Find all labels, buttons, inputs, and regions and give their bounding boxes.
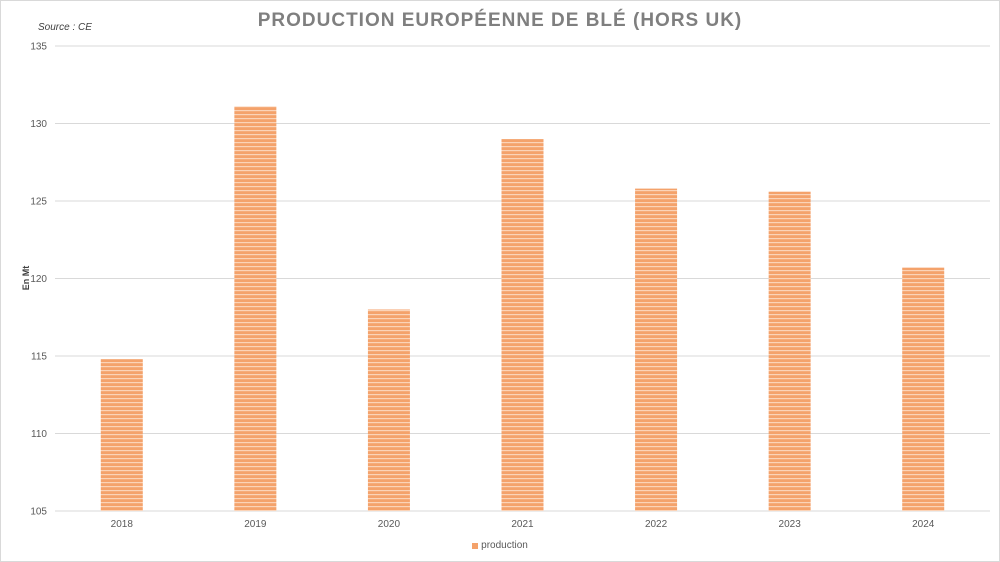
y-tick-label: 130 xyxy=(30,119,47,130)
x-tick-label: 2019 xyxy=(244,519,267,530)
x-tick-label: 2021 xyxy=(511,519,534,530)
y-tick-label: 125 xyxy=(30,197,47,208)
x-tick-label: 2024 xyxy=(912,519,935,530)
y-tick-label: 120 xyxy=(30,274,47,285)
y-tick-label: 110 xyxy=(31,429,47,440)
legend: production xyxy=(0,540,1000,551)
y-tick-label: 135 xyxy=(30,42,47,53)
bar-2019 xyxy=(234,106,277,511)
bar-2024 xyxy=(902,267,945,511)
x-tick-label: 2022 xyxy=(645,519,668,530)
chart-title: PRODUCTION EUROPÉENNE DE BLÉ (HORS UK) xyxy=(257,10,743,31)
bar-2018 xyxy=(100,359,143,511)
legend-swatch xyxy=(472,542,479,549)
bar-2020 xyxy=(367,309,410,511)
source-note: Source : CE xyxy=(38,22,92,33)
x-tick-label: 2018 xyxy=(111,519,134,530)
bar-2022 xyxy=(635,188,678,511)
x-tick-label: 2020 xyxy=(378,519,401,530)
y-tick-label: 115 xyxy=(31,352,47,363)
x-tick-label: 2023 xyxy=(779,519,802,530)
legend-label: production xyxy=(481,540,528,551)
bar-2021 xyxy=(501,139,544,511)
y-tick-label: 105 xyxy=(30,507,47,518)
bar-2023 xyxy=(768,191,811,511)
